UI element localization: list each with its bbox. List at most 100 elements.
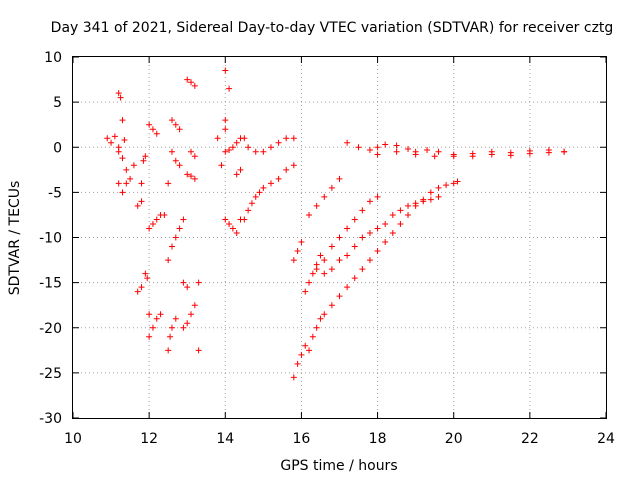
x-tick-label: 24 xyxy=(597,431,615,447)
y-tick-label: 10 xyxy=(44,50,62,66)
data-point xyxy=(306,211,313,218)
data-point xyxy=(359,266,366,273)
data-point xyxy=(561,148,568,155)
data-point xyxy=(336,234,343,241)
data-point xyxy=(450,180,457,187)
data-point xyxy=(382,239,389,246)
data-point xyxy=(108,139,115,146)
x-tick-label: 10 xyxy=(64,431,82,447)
data-point xyxy=(229,225,236,232)
data-point xyxy=(149,220,156,227)
data-point xyxy=(424,146,431,153)
data-point xyxy=(226,85,233,92)
data-point xyxy=(191,302,198,309)
data-point xyxy=(412,200,419,207)
data-point xyxy=(119,155,126,162)
data-point xyxy=(168,117,175,124)
data-point xyxy=(165,347,172,354)
data-point xyxy=(435,148,442,155)
data-point xyxy=(389,211,396,218)
data-point xyxy=(115,90,122,97)
series-tracks-12h xyxy=(134,117,187,354)
data-point xyxy=(222,117,229,124)
data-point xyxy=(222,216,229,223)
data-point xyxy=(290,374,297,381)
data-point xyxy=(366,146,373,153)
data-point xyxy=(374,144,381,151)
data-point xyxy=(176,126,183,133)
data-point xyxy=(298,351,305,358)
data-point xyxy=(138,198,145,205)
x-tick-label: 14 xyxy=(216,431,234,447)
data-point xyxy=(336,175,343,182)
data-point xyxy=(374,248,381,255)
y-tick-label: -30 xyxy=(39,411,62,427)
data-point xyxy=(172,157,179,164)
data-point xyxy=(222,67,229,74)
data-point xyxy=(283,166,290,173)
data-point xyxy=(241,135,248,142)
data-point xyxy=(149,126,156,133)
data-point xyxy=(321,270,328,277)
data-point xyxy=(328,184,335,191)
series-track-14to16 xyxy=(241,135,297,223)
data-point xyxy=(405,202,412,209)
data-point xyxy=(245,207,252,214)
data-point xyxy=(412,151,419,158)
data-point xyxy=(344,252,351,259)
x-tick-label: 22 xyxy=(521,431,539,447)
x-axis-label: GPS time / hours xyxy=(280,458,397,474)
data-point xyxy=(218,162,225,169)
data-point xyxy=(222,126,229,133)
data-point xyxy=(366,198,373,205)
y-tick-label: -5 xyxy=(48,185,62,201)
data-point xyxy=(123,166,130,173)
data-point xyxy=(233,139,240,146)
data-point xyxy=(138,180,145,187)
y-tick-label: 0 xyxy=(53,140,62,156)
data-point xyxy=(443,182,450,189)
data-point xyxy=(123,180,130,187)
data-point xyxy=(233,229,240,236)
data-point xyxy=(397,220,404,227)
data-point xyxy=(127,175,134,182)
data-point xyxy=(195,279,202,286)
data-point xyxy=(267,180,274,187)
data-point xyxy=(142,270,149,277)
data-point xyxy=(405,211,412,218)
data-point xyxy=(351,275,358,282)
data-point xyxy=(351,216,358,223)
data-point xyxy=(328,243,335,250)
data-point xyxy=(229,144,236,151)
x-tick-label: 20 xyxy=(445,431,463,447)
data-point xyxy=(294,360,301,367)
data-point xyxy=(382,220,389,227)
data-point xyxy=(165,257,172,264)
data-point xyxy=(115,148,122,155)
data-point xyxy=(134,202,141,209)
data-point xyxy=(290,162,297,169)
data-point xyxy=(427,196,434,203)
data-point xyxy=(321,257,328,264)
data-point xyxy=(180,279,187,286)
data-point xyxy=(119,189,126,196)
data-point xyxy=(302,342,309,349)
data-point xyxy=(144,275,151,282)
data-point xyxy=(393,142,400,149)
data-point xyxy=(188,173,195,180)
data-point xyxy=(226,146,233,153)
data-point xyxy=(526,150,533,157)
data-point xyxy=(226,220,233,227)
data-point xyxy=(283,135,290,142)
data-point xyxy=(119,117,126,124)
data-point xyxy=(507,152,514,159)
x-tick-label: 12 xyxy=(140,431,158,447)
data-point xyxy=(222,148,229,155)
data-point xyxy=(309,333,316,340)
data-point xyxy=(172,121,179,128)
series-tracks-16h-b xyxy=(290,175,442,295)
data-point xyxy=(306,279,313,286)
x-tick-label: 18 xyxy=(369,431,387,447)
data-point xyxy=(366,257,373,264)
data-point xyxy=(290,135,297,142)
